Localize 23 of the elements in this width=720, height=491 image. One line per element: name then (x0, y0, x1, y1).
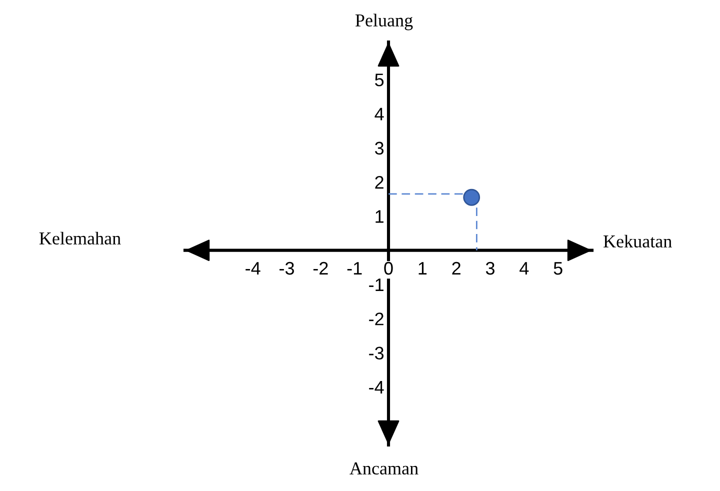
y-tick-label: 5 (375, 74, 384, 86)
x-tick-label: -2 (313, 262, 328, 275)
y-tick-label: 4 (374, 108, 384, 120)
y-tick-label: -4 (369, 381, 384, 394)
x-tick-label: 5 (554, 262, 562, 275)
y-tick-label: 1 (376, 210, 384, 223)
y-tick-label: -3 (369, 346, 384, 360)
x-tick-label: 4 (520, 262, 529, 275)
x-tick-label: -4 (246, 262, 260, 275)
x-tick-label: 1 (418, 262, 427, 275)
x-tick-label: 0 (384, 262, 393, 275)
y-tick-label: 3 (374, 142, 384, 155)
y-tick-label: -2 (369, 312, 384, 326)
x-tick-label: 2 (452, 262, 460, 275)
x-tick-label: -1 (347, 262, 362, 275)
x-tick-label: -3 (280, 262, 294, 275)
text: Peluang (355, 14, 413, 30)
x-tick-label: 3 (486, 262, 494, 275)
text: Kekuatan (604, 234, 672, 248)
text: Kelemahan (39, 232, 121, 245)
text: Ancaman (350, 462, 418, 475)
y-tick-label: 2 (375, 176, 384, 189)
y-tick-label: -1 (369, 278, 384, 292)
